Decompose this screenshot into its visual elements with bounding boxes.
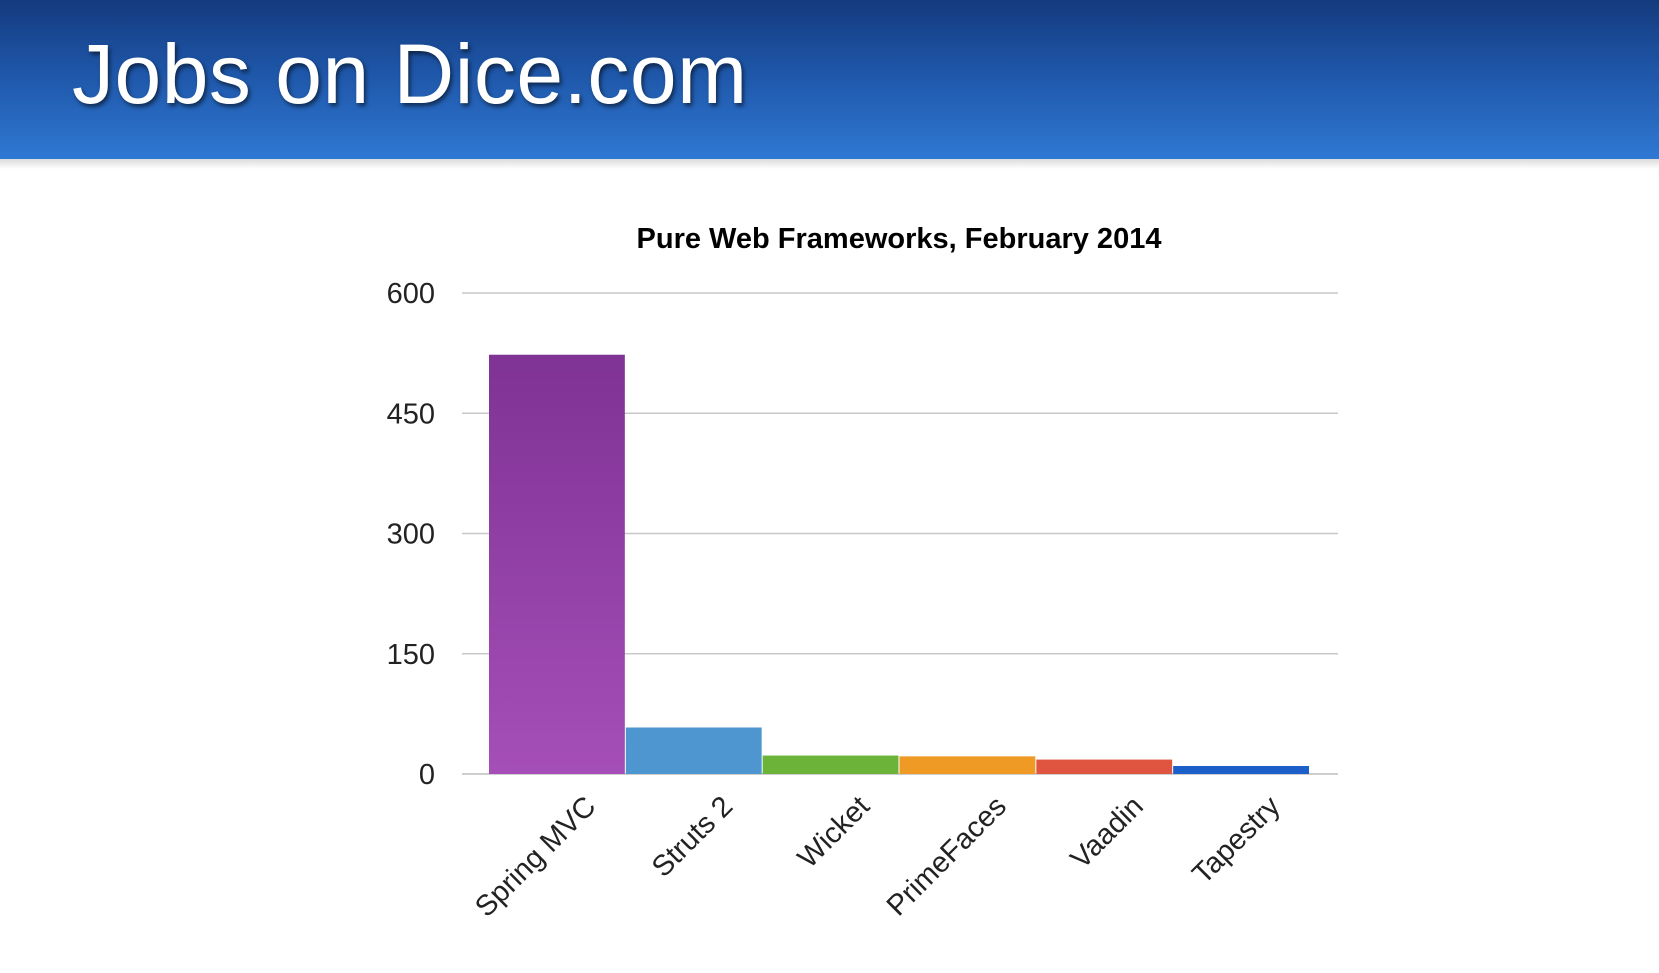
bar-struts-2 (625, 727, 762, 774)
bar-spring-mvc (489, 354, 625, 774)
bar-vaadin (1036, 759, 1173, 774)
x-tick-label: Vaadin (1065, 790, 1150, 875)
x-tick-label: Struts 2 (646, 790, 739, 883)
y-tick-label: 300 (387, 519, 435, 551)
header-shadow (0, 159, 1659, 169)
y-tick-label: 0 (419, 759, 435, 791)
y-axis-ticks: 0 150 300 450 600 (387, 278, 435, 791)
x-tick-label: PrimeFaces (881, 790, 1013, 922)
bars (489, 354, 1309, 774)
bar-primefaces (899, 756, 1036, 774)
chart-title: Pure Web Frameworks, February 2014 (637, 223, 1162, 255)
x-axis-labels: Spring MVC Struts 2 Wicket PrimeFaces Vaadin… (469, 790, 1287, 924)
bar-wicket (762, 755, 899, 774)
slide-title: Jobs on Dice.com (72, 27, 748, 121)
x-tick-label: Tapestry (1186, 790, 1286, 890)
y-tick-label: 600 (387, 278, 435, 310)
bar-tapestry (1173, 765, 1309, 774)
y-tick-label: 150 (387, 639, 435, 671)
header-bar: Jobs on Dice.com (0, 0, 1659, 159)
y-tick-label: 450 (387, 398, 435, 430)
x-tick-label: Spring MVC (469, 790, 602, 923)
x-tick-label: Wicket (792, 790, 876, 874)
